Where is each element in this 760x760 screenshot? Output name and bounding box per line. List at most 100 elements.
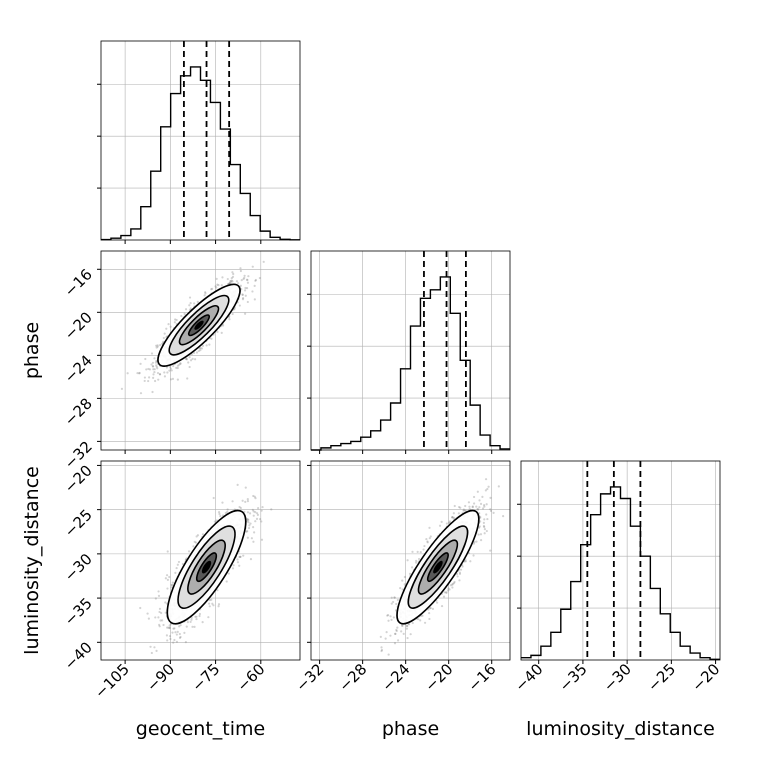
x-tick-label: −105 bbox=[91, 660, 133, 702]
sample-point bbox=[246, 536, 249, 539]
sample-point bbox=[255, 517, 259, 520]
sample-point bbox=[216, 283, 219, 286]
sample-point bbox=[428, 526, 431, 529]
sample-point bbox=[216, 589, 219, 592]
sample-point bbox=[213, 520, 216, 523]
sample-point bbox=[489, 549, 492, 552]
sample-point bbox=[462, 508, 465, 511]
sample-point bbox=[423, 544, 426, 548]
sample-point bbox=[482, 521, 485, 524]
x-tick-label: −20 bbox=[421, 660, 456, 695]
sample-point bbox=[157, 590, 160, 593]
sample-point bbox=[483, 532, 486, 535]
sample-point bbox=[472, 495, 476, 499]
sample-point bbox=[457, 512, 460, 515]
y-tick-label: −40 bbox=[61, 638, 96, 673]
sample-point bbox=[240, 279, 243, 282]
sample-point bbox=[489, 508, 492, 511]
sample-point bbox=[211, 287, 214, 291]
sample-point bbox=[185, 358, 188, 361]
sample-point bbox=[440, 604, 444, 608]
sample-point bbox=[169, 325, 172, 328]
x-axis-label: luminosity_distance bbox=[526, 718, 715, 740]
sample-point bbox=[184, 641, 187, 644]
sample-point bbox=[226, 277, 229, 281]
sample-point bbox=[155, 359, 158, 363]
sample-point bbox=[193, 302, 196, 305]
sample-point bbox=[390, 596, 393, 599]
sample-point bbox=[399, 587, 402, 590]
sample-point bbox=[158, 373, 162, 376]
sample-point bbox=[153, 368, 156, 371]
sample-point bbox=[239, 506, 242, 510]
sample-point bbox=[237, 282, 240, 285]
y-tick-label: −28 bbox=[61, 394, 96, 429]
sample-point bbox=[256, 513, 260, 516]
y-axis-label: phase bbox=[21, 322, 43, 379]
sample-point bbox=[457, 505, 461, 509]
sample-point bbox=[453, 504, 456, 508]
sample-point bbox=[173, 638, 176, 642]
sample-point bbox=[210, 598, 213, 601]
y-tick-label: −20 bbox=[61, 308, 96, 343]
sample-point bbox=[244, 500, 247, 503]
sample-point bbox=[471, 505, 474, 509]
sample-point bbox=[174, 571, 177, 574]
sample-point bbox=[158, 623, 161, 626]
sample-point bbox=[246, 518, 249, 521]
sample-point bbox=[168, 365, 172, 369]
sample-point bbox=[394, 632, 397, 635]
sample-point bbox=[445, 522, 448, 525]
sample-point bbox=[402, 632, 405, 635]
sample-point bbox=[395, 628, 398, 631]
x-axis-label: phase bbox=[382, 718, 439, 740]
panel-phase-vs-luminosity-distance bbox=[310, 460, 511, 661]
sample-point bbox=[451, 582, 454, 585]
sample-point bbox=[215, 286, 218, 289]
sample-point bbox=[166, 626, 169, 629]
x-tick-label: −30 bbox=[600, 660, 635, 695]
sample-point bbox=[211, 602, 214, 605]
sample-point bbox=[166, 371, 169, 374]
sample-point bbox=[410, 566, 414, 569]
sample-point bbox=[178, 636, 182, 640]
sample-point bbox=[172, 641, 175, 644]
sample-point bbox=[476, 490, 479, 493]
sample-point bbox=[247, 518, 250, 522]
sample-point bbox=[249, 522, 252, 525]
sample-point bbox=[176, 364, 180, 367]
sample-point bbox=[459, 568, 463, 571]
sample-point bbox=[419, 619, 422, 622]
sample-point bbox=[245, 530, 248, 533]
sample-point bbox=[442, 595, 446, 598]
sample-point bbox=[254, 278, 257, 282]
sample-point bbox=[481, 495, 484, 498]
sample-point bbox=[242, 277, 245, 281]
sample-point bbox=[169, 637, 172, 641]
sample-point bbox=[426, 541, 429, 544]
sample-point bbox=[214, 285, 217, 288]
sample-point bbox=[239, 269, 242, 273]
sample-point bbox=[239, 555, 242, 558]
sample-point bbox=[153, 370, 156, 374]
sample-point bbox=[260, 509, 263, 512]
sample-point bbox=[144, 357, 147, 361]
sample-point bbox=[492, 511, 495, 514]
sample-point bbox=[252, 540, 255, 543]
sample-point bbox=[188, 365, 191, 369]
sample-point bbox=[147, 617, 150, 620]
y-tick-label: −25 bbox=[61, 506, 96, 541]
x-tick-label: −40 bbox=[511, 660, 546, 695]
sample-point bbox=[207, 616, 210, 619]
sample-point bbox=[247, 526, 251, 530]
sample-point bbox=[396, 626, 399, 629]
sample-point bbox=[467, 501, 471, 504]
histogram-panel-luminosity-distance bbox=[520, 460, 721, 661]
sample-point bbox=[189, 302, 192, 305]
sample-point bbox=[400, 630, 403, 633]
sample-point bbox=[483, 518, 486, 521]
sample-point bbox=[422, 548, 425, 551]
sample-point bbox=[428, 537, 431, 540]
sample-point bbox=[438, 524, 442, 527]
sample-point bbox=[476, 507, 479, 511]
